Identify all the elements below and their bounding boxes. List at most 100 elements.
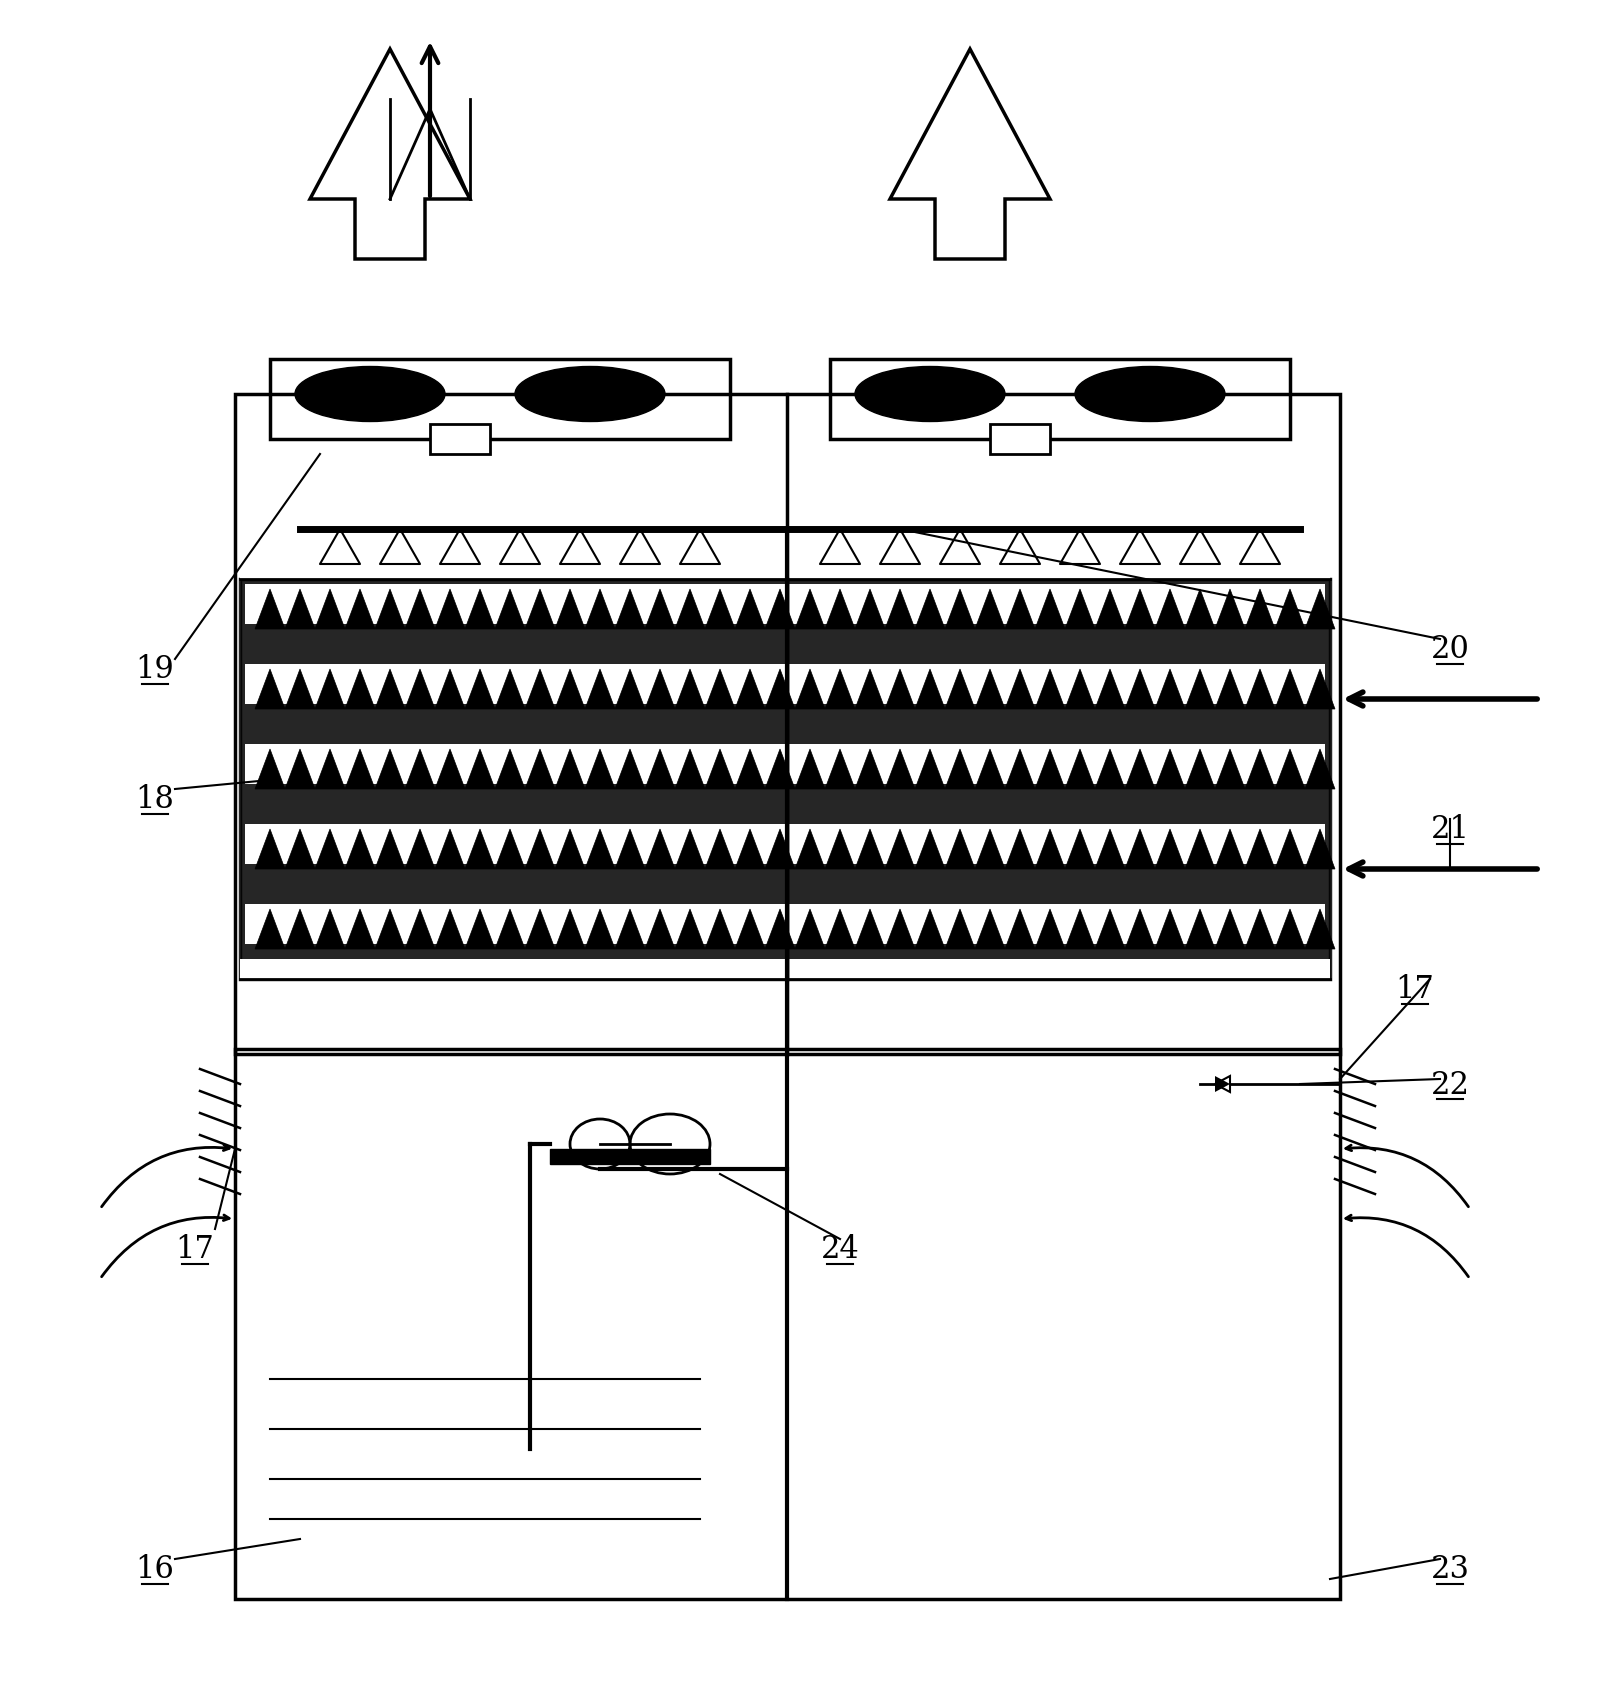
Polygon shape: [1275, 910, 1306, 949]
Polygon shape: [614, 669, 645, 710]
Polygon shape: [826, 750, 854, 789]
Polygon shape: [706, 910, 734, 949]
Polygon shape: [1186, 829, 1214, 870]
Polygon shape: [826, 590, 854, 629]
Polygon shape: [1214, 910, 1245, 949]
Polygon shape: [1035, 910, 1066, 949]
Polygon shape: [675, 910, 706, 949]
Polygon shape: [1155, 910, 1186, 949]
Polygon shape: [1214, 669, 1245, 710]
Polygon shape: [1066, 829, 1094, 870]
Polygon shape: [795, 590, 826, 629]
Polygon shape: [974, 669, 1005, 710]
Polygon shape: [1094, 750, 1125, 789]
Text: 19: 19: [136, 654, 174, 685]
Polygon shape: [525, 910, 555, 949]
Polygon shape: [734, 910, 765, 949]
Polygon shape: [1306, 750, 1334, 789]
Polygon shape: [1066, 910, 1094, 949]
Bar: [245, 745, 1325, 784]
Polygon shape: [795, 829, 826, 870]
Polygon shape: [1186, 910, 1214, 949]
Polygon shape: [254, 910, 285, 949]
Polygon shape: [405, 590, 435, 629]
Bar: [430, 426, 490, 454]
Polygon shape: [854, 829, 885, 870]
Polygon shape: [435, 829, 466, 870]
Polygon shape: [706, 750, 734, 789]
Polygon shape: [795, 910, 826, 949]
Polygon shape: [494, 590, 525, 629]
Polygon shape: [826, 669, 854, 710]
Polygon shape: [974, 750, 1005, 789]
Polygon shape: [1155, 590, 1186, 629]
Polygon shape: [346, 669, 374, 710]
Polygon shape: [645, 590, 675, 629]
Polygon shape: [1035, 750, 1066, 789]
Polygon shape: [1005, 750, 1035, 789]
Polygon shape: [285, 829, 315, 870]
Polygon shape: [1245, 750, 1275, 789]
Polygon shape: [765, 829, 795, 870]
Polygon shape: [826, 829, 854, 870]
Polygon shape: [555, 750, 586, 789]
Polygon shape: [1214, 1076, 1230, 1092]
Polygon shape: [1125, 910, 1155, 949]
Polygon shape: [1094, 910, 1125, 949]
Polygon shape: [435, 750, 466, 789]
Polygon shape: [706, 669, 734, 710]
Polygon shape: [315, 829, 346, 870]
Polygon shape: [1125, 750, 1155, 789]
Bar: [245, 585, 1325, 624]
Polygon shape: [1214, 750, 1245, 789]
Polygon shape: [525, 590, 555, 629]
Polygon shape: [974, 590, 1005, 629]
Polygon shape: [974, 829, 1005, 870]
Polygon shape: [254, 669, 285, 710]
Polygon shape: [346, 829, 374, 870]
Polygon shape: [315, 910, 346, 949]
Text: 20: 20: [1430, 634, 1469, 664]
Polygon shape: [1066, 750, 1094, 789]
Polygon shape: [885, 910, 915, 949]
Polygon shape: [1125, 590, 1155, 629]
Polygon shape: [1275, 590, 1306, 629]
Polygon shape: [614, 590, 645, 629]
Polygon shape: [1005, 829, 1035, 870]
Polygon shape: [1035, 590, 1066, 629]
Polygon shape: [254, 750, 285, 789]
Text: 17: 17: [176, 1235, 214, 1265]
Polygon shape: [946, 669, 974, 710]
Polygon shape: [1155, 750, 1186, 789]
Polygon shape: [885, 829, 915, 870]
Polygon shape: [854, 750, 885, 789]
Bar: [240, 959, 1330, 979]
Polygon shape: [435, 669, 466, 710]
Polygon shape: [1094, 590, 1125, 629]
Polygon shape: [586, 669, 614, 710]
Polygon shape: [494, 669, 525, 710]
Polygon shape: [374, 669, 405, 710]
Polygon shape: [734, 750, 765, 789]
Polygon shape: [706, 829, 734, 870]
Polygon shape: [1094, 829, 1125, 870]
Polygon shape: [765, 590, 795, 629]
Polygon shape: [285, 590, 315, 629]
Polygon shape: [675, 829, 706, 870]
Polygon shape: [346, 750, 374, 789]
Polygon shape: [765, 750, 795, 789]
Bar: [235, 395, 1341, 1055]
Polygon shape: [586, 750, 614, 789]
Text: 21: 21: [1430, 814, 1469, 844]
Polygon shape: [915, 829, 946, 870]
Polygon shape: [466, 910, 494, 949]
Polygon shape: [946, 590, 974, 629]
Polygon shape: [1245, 590, 1275, 629]
Polygon shape: [795, 669, 826, 710]
Polygon shape: [1125, 669, 1155, 710]
Polygon shape: [1035, 669, 1066, 710]
Polygon shape: [405, 750, 435, 789]
Polygon shape: [1306, 829, 1334, 870]
Polygon shape: [435, 910, 466, 949]
Polygon shape: [586, 590, 614, 629]
